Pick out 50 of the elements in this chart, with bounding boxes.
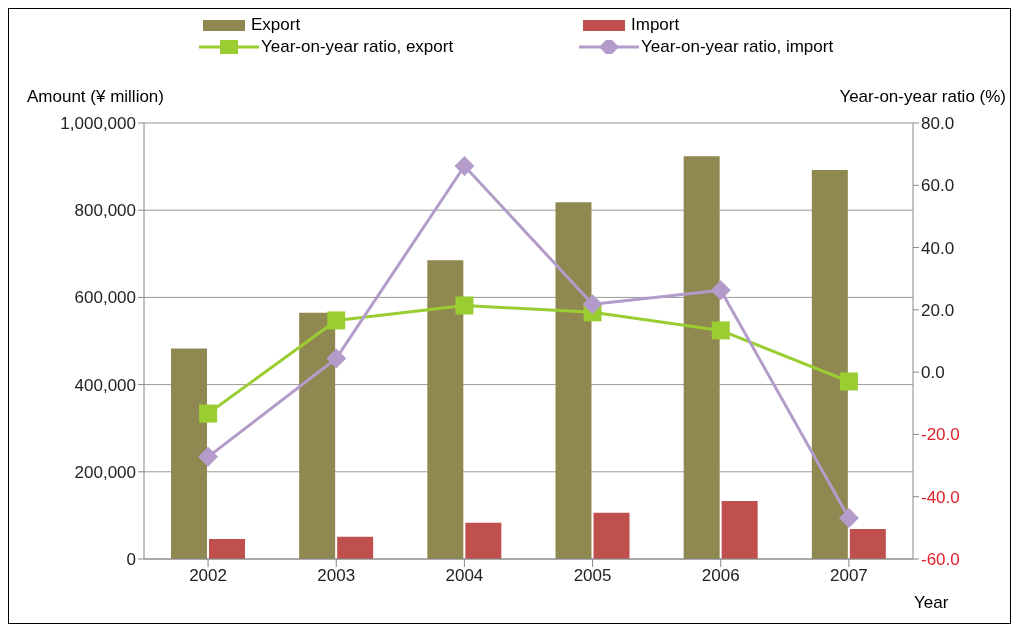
bar [683,156,720,559]
point [838,507,859,528]
y-tick-label: 800,000 [74,201,136,221]
y2-tick-label: 80.0 [921,114,955,133]
y-tick-label: 600,000 [74,288,136,308]
y-tick-label: 200,000 [74,462,136,482]
legend-label: Export [251,15,301,35]
y-tick-label: 1,000,000 [60,114,136,133]
y-tick-label: 0 [126,550,136,569]
y2-tick-label: 0.0 [921,363,945,383]
bar [849,528,886,559]
x-tick-label: 2004 [445,566,484,586]
point [327,311,346,330]
bar [209,538,245,559]
x-tick-label: 2005 [573,566,612,586]
x-tick-label: 2006 [701,566,740,586]
point [582,294,603,315]
point [455,296,474,315]
y2-tick-label: 40.0 [921,238,955,258]
legend-label: Year-on-year ratio, export [261,37,454,57]
legend-label: Year-on-year ratio, import [641,37,834,57]
bar [299,312,336,559]
bar [811,170,848,559]
y-tick-label: 400,000 [74,375,136,395]
y2-tick-label: 60.0 [921,176,955,196]
point [454,155,475,176]
bar [171,348,207,559]
x-tick-label: 2002 [189,566,227,586]
legend-label: Import [631,15,680,35]
y2-axis-title: Year-on-year ratio (%) [839,87,1006,107]
bar [427,260,464,559]
point [839,372,858,391]
x-tick-label: 2007 [830,566,868,586]
point [710,280,731,301]
point [711,321,730,340]
point [326,348,347,369]
bar [593,512,630,559]
y2-tick-label: -20.0 [921,425,960,445]
y2-tick-label: -40.0 [921,487,960,507]
point [199,404,218,423]
x-axis-title: Year [914,593,949,613]
y-axis-title: Amount (¥ million) [27,87,164,107]
y2-tick-label: 20.0 [921,300,955,320]
y2-tick-label: -60.0 [921,550,960,569]
point [198,446,219,467]
bar [337,536,374,559]
bar [721,501,758,559]
bar [555,202,592,559]
x-tick-label: 2003 [317,566,356,586]
bar [465,522,502,559]
